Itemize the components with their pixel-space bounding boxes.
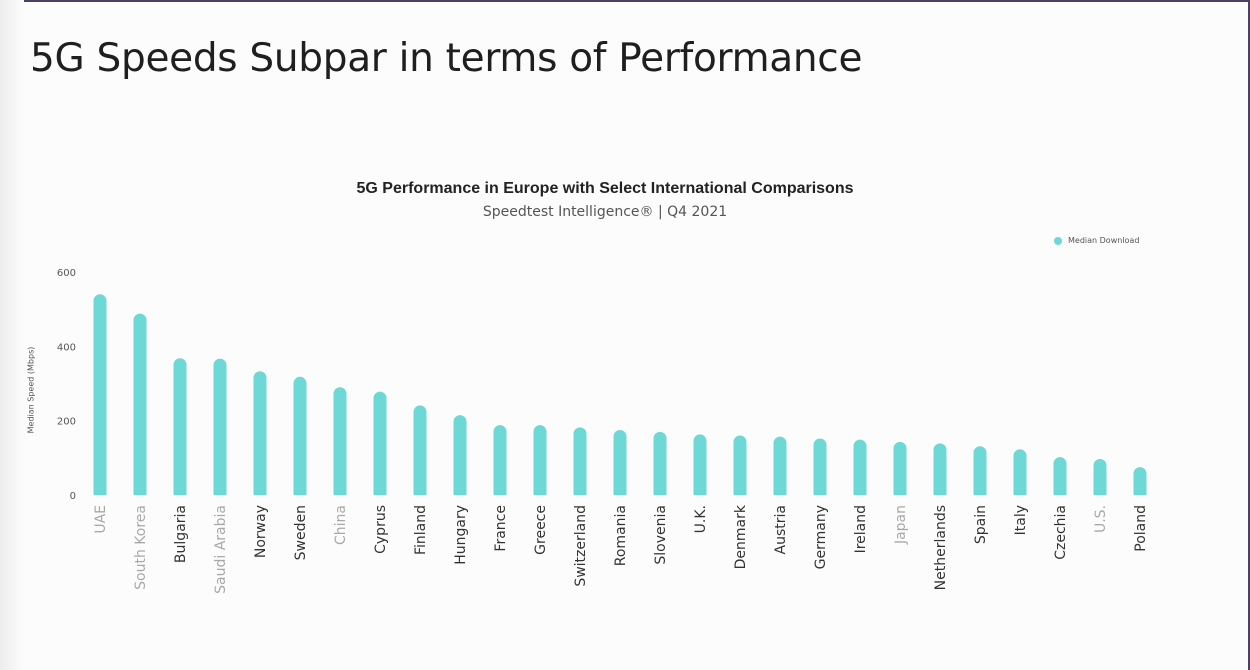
x-tick-label: China xyxy=(333,505,349,545)
x-tick-label: Switzerland xyxy=(573,505,589,587)
bar-italy xyxy=(1013,449,1027,495)
bar-uae xyxy=(93,294,107,495)
bar-greece xyxy=(533,425,547,495)
x-tick-label: Poland xyxy=(1133,505,1149,552)
bar-south-korea xyxy=(133,313,147,495)
x-tick-label: Italy xyxy=(1013,505,1029,535)
x-tick-label: Greece xyxy=(533,505,549,555)
bar-czechia xyxy=(1053,457,1067,495)
bar-denmark xyxy=(733,435,747,495)
bar-base xyxy=(533,488,547,495)
x-tick-label: Romania xyxy=(613,505,629,566)
chart-title: 5G Performance in Europe with Select Int… xyxy=(356,180,854,197)
x-tick-label: Saudi Arabia xyxy=(213,505,229,594)
x-tick-label: Sweden xyxy=(293,505,309,560)
bar-base xyxy=(1013,488,1027,495)
bar-austria xyxy=(773,436,787,495)
bar-netherlands xyxy=(933,443,947,495)
x-tick-label: Austria xyxy=(773,505,789,554)
x-tick-label: U.K. xyxy=(693,505,709,533)
y-tick-label: 200 xyxy=(57,417,76,428)
bar-japan xyxy=(893,441,907,495)
x-tick-label: Czechia xyxy=(1053,505,1069,560)
x-tick-label: Ireland xyxy=(853,505,869,553)
bar-romania xyxy=(613,429,627,495)
slide-title: 5G Speeds Subpar in terms of Performance xyxy=(30,36,863,81)
bar-base xyxy=(693,488,707,495)
window-top-border xyxy=(0,0,1250,2)
bar-base xyxy=(333,488,347,495)
bar-ireland xyxy=(853,439,867,495)
bar-base xyxy=(373,488,387,495)
y-tick-label: 0 xyxy=(70,491,76,502)
bar-slovenia xyxy=(653,431,667,495)
bar-base xyxy=(733,488,747,495)
x-tick-label: South Korea xyxy=(133,505,149,590)
bar-germany xyxy=(813,438,827,495)
x-tick-label: Finland xyxy=(413,505,429,555)
chart-legend: Median Download xyxy=(1054,236,1139,245)
bar-base xyxy=(133,488,147,495)
bar-base xyxy=(1093,488,1107,495)
bar-base xyxy=(893,488,907,495)
bar-base xyxy=(253,488,267,495)
bar-switzerland xyxy=(573,427,587,495)
bar-china xyxy=(333,387,347,495)
bar-base xyxy=(813,488,827,495)
bar-base xyxy=(173,488,187,495)
bar-u-s xyxy=(1093,458,1107,495)
x-tick-label: Norway xyxy=(253,505,269,558)
chart-subtitle: Speedtest Intelligence® | Q4 2021 xyxy=(482,204,728,220)
y-tick-label: 400 xyxy=(57,342,76,353)
bar-base xyxy=(413,488,427,495)
x-tick-label: Bulgaria xyxy=(173,505,189,563)
x-tick-label: Denmark xyxy=(733,504,749,569)
bar-poland xyxy=(1133,467,1147,495)
bar-base xyxy=(93,488,107,495)
legend-marker xyxy=(1054,236,1062,245)
x-tick-label: Cyprus xyxy=(373,505,389,554)
bar-u-k xyxy=(693,434,707,495)
bar-base xyxy=(493,488,507,495)
bar-hungary xyxy=(453,415,467,495)
bar-spain xyxy=(973,446,987,495)
x-tick-label: Japan xyxy=(893,505,909,545)
y-tick-label: 600 xyxy=(57,268,76,279)
bar-saudi-arabia xyxy=(213,358,227,495)
bar-cyprus xyxy=(373,391,387,495)
legend-label: Median Download xyxy=(1068,236,1140,245)
x-tick-label: U.S. xyxy=(1093,505,1109,533)
bar-bulgaria xyxy=(173,358,187,495)
bar-france xyxy=(493,425,507,495)
bar-base xyxy=(613,488,627,495)
bar-base xyxy=(1053,488,1067,495)
bar-base xyxy=(653,488,667,495)
bar-base xyxy=(573,488,587,495)
bar-base xyxy=(293,488,307,495)
bar-norway xyxy=(253,371,267,495)
bar-finland xyxy=(413,405,427,495)
x-tick-label: Netherlands xyxy=(933,505,949,590)
bar-base xyxy=(933,488,947,495)
x-tick-label: Germany xyxy=(813,505,829,569)
x-tick-label: Slovenia xyxy=(653,505,669,565)
slide-left-shade xyxy=(0,0,24,670)
bar-sweden xyxy=(293,376,307,495)
bar-base xyxy=(973,488,987,495)
x-tick-label: Spain xyxy=(973,505,989,544)
bar-base xyxy=(853,488,867,495)
bar-base xyxy=(773,488,787,495)
bar-base xyxy=(1133,488,1147,495)
bar-base xyxy=(213,488,227,495)
x-tick-label: Hungary xyxy=(453,505,469,565)
window-right-border xyxy=(1248,0,1250,670)
bar-base xyxy=(453,488,467,495)
x-tick-label: UAE xyxy=(93,505,109,534)
x-tick-label: France xyxy=(493,505,509,552)
